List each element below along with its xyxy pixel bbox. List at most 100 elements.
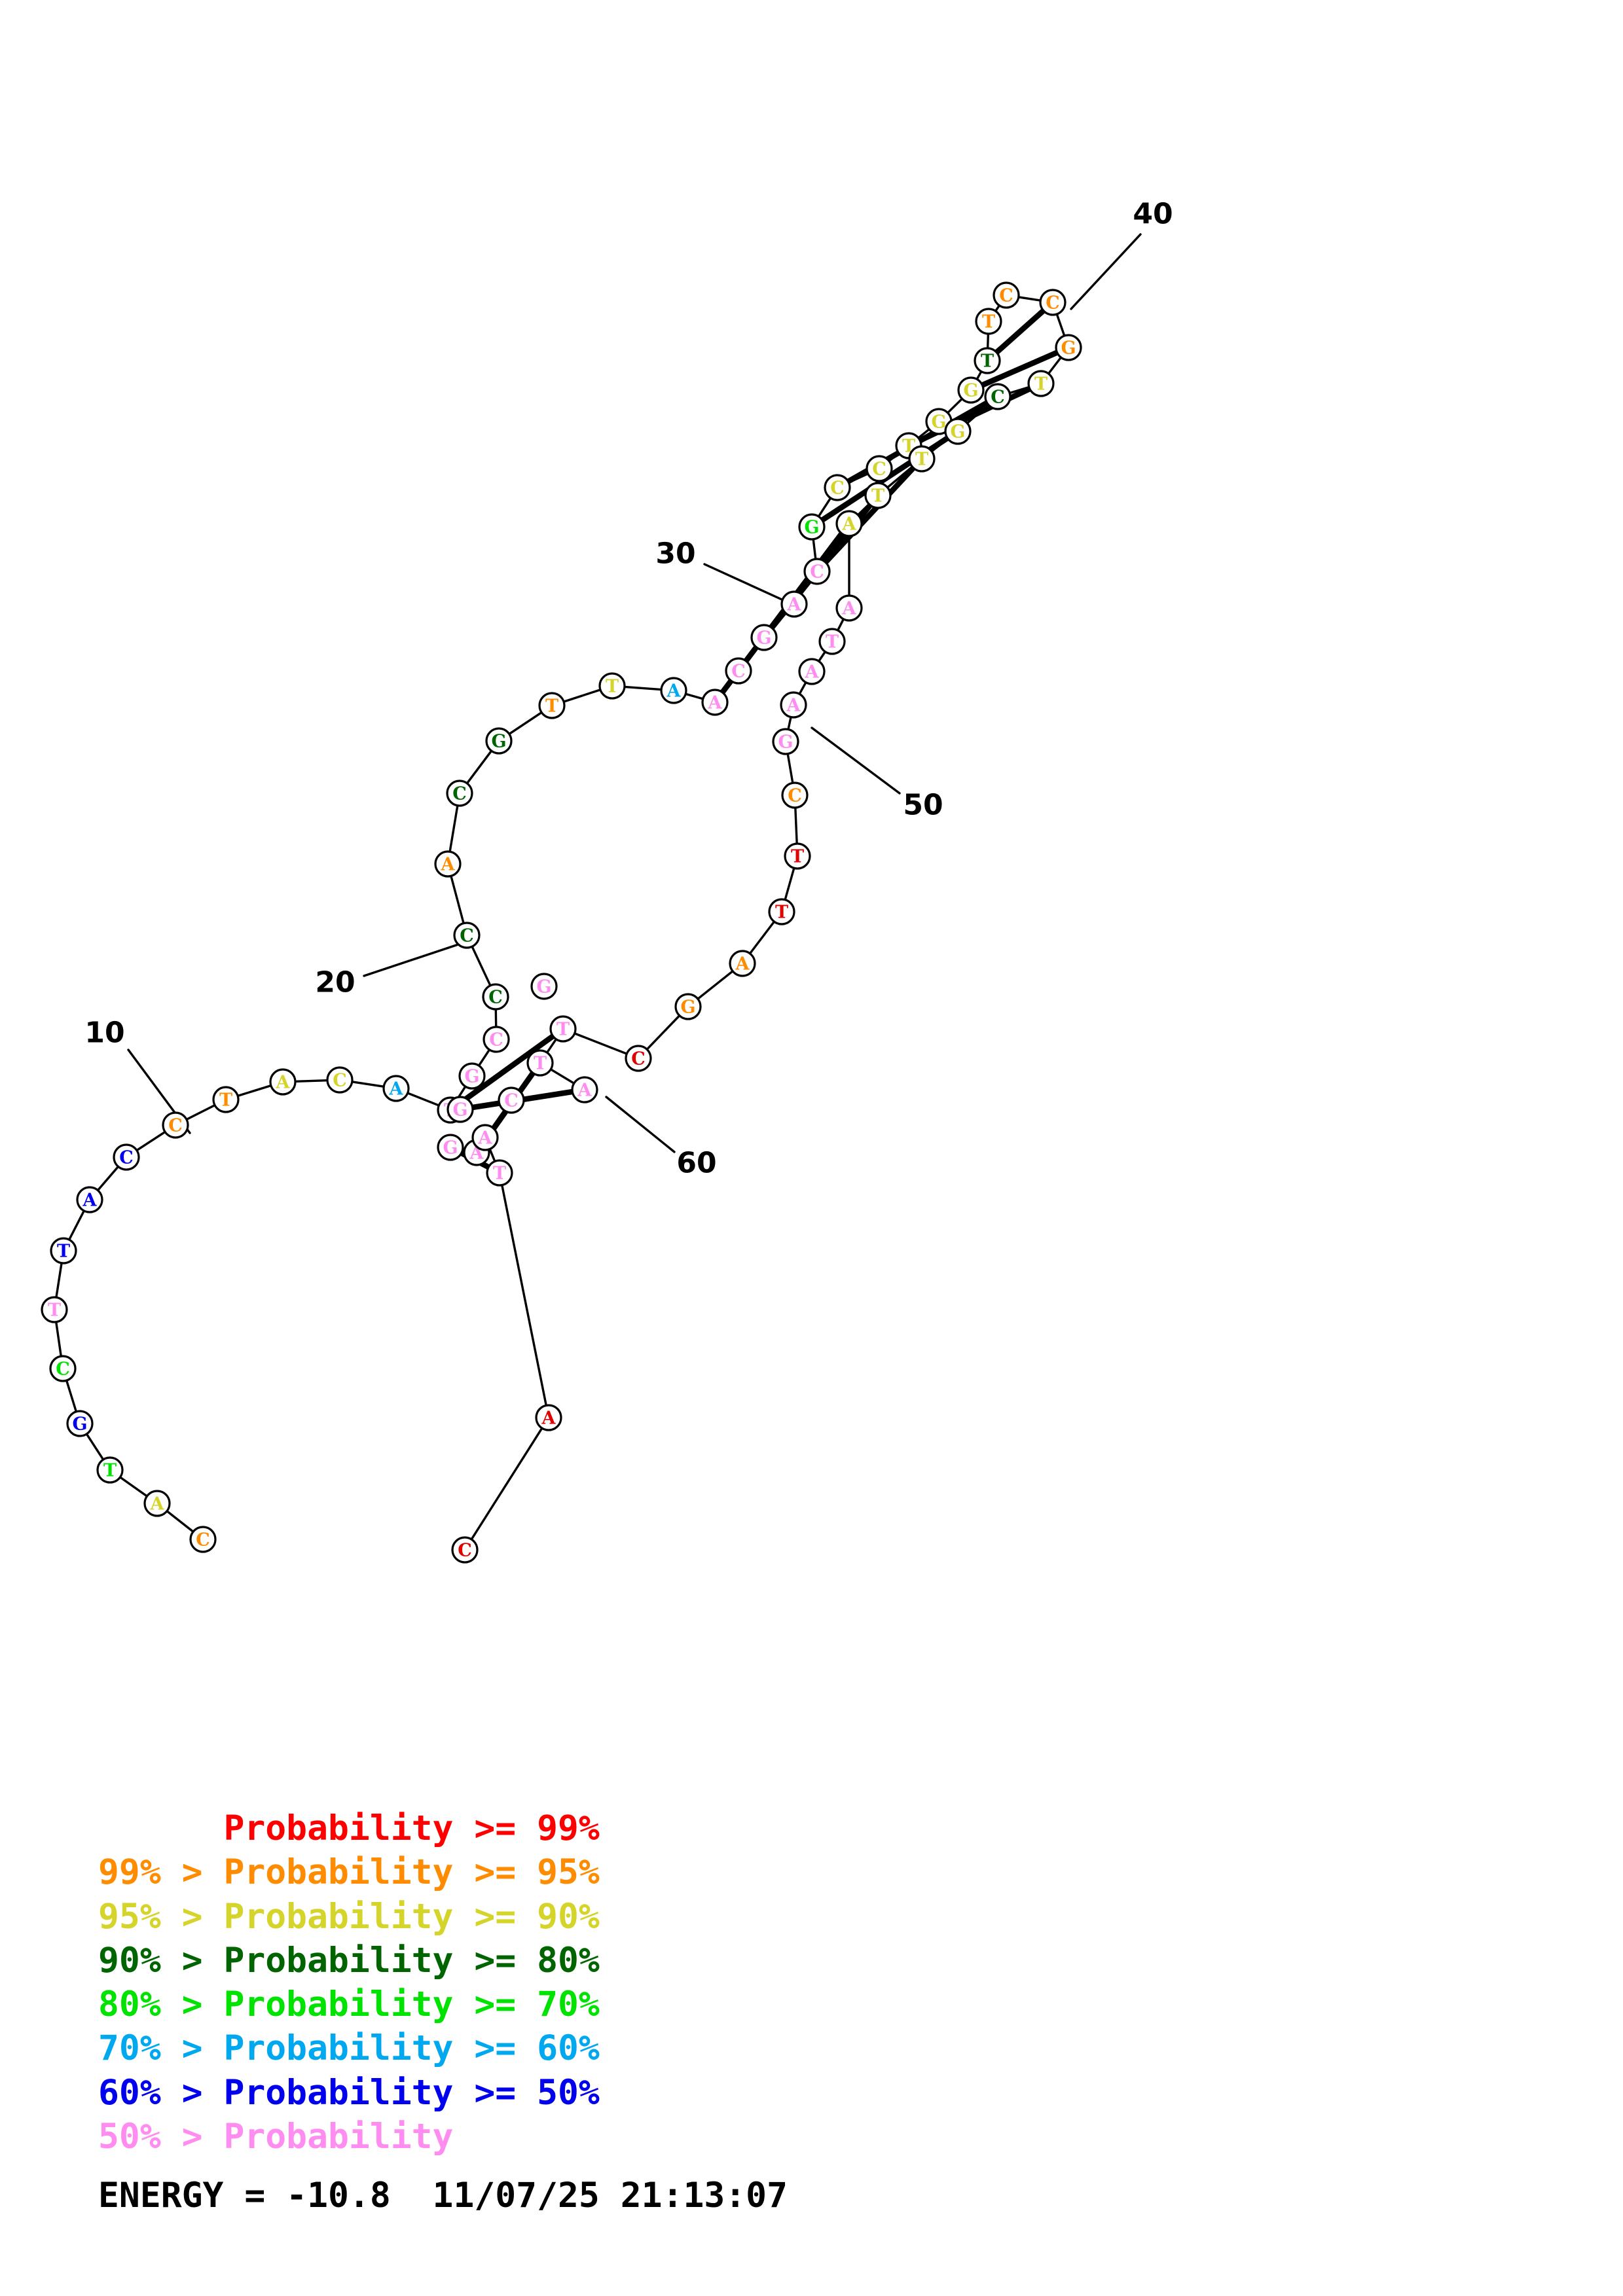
nucleotide-circle [471,1124,499,1151]
backbone-segment [917,428,930,439]
backbone-segment [488,1147,496,1163]
nucleotide-node: A [571,1076,598,1103]
backbone-segment [294,1079,329,1083]
backbone-segment [477,1049,491,1067]
nucleotide-letter: G [452,1100,467,1121]
nucleotide-circle [768,898,795,925]
nucleotide-node: A [798,658,826,685]
nucleotide-node: A [269,1068,297,1096]
nucleotide-letter: A [150,1494,165,1515]
backbone-segment [812,538,817,560]
nucleotide-circle [66,1410,94,1437]
nucleotide-circle [625,1045,652,1072]
nucleotide-circle [798,513,826,541]
base-pair-bond [979,349,1060,389]
nucleotide-circle [864,482,892,509]
nucleotide-node: T [598,672,626,700]
nucleotide-circle [660,677,687,704]
nucleotide-node: A [835,510,863,537]
backbone-segment [55,1262,63,1299]
nucleotide-circle [458,1062,486,1090]
nucleotide-node: C [162,1111,189,1139]
nucleotide-letter: T [775,903,788,923]
nucleotide-circle [162,1111,189,1139]
nucleotide-node: T [768,898,795,925]
nucleotide-circle [326,1066,354,1094]
nucleotide-letter: G [756,628,771,649]
nucleotide-letter: C [56,1359,70,1380]
nucleotide-node: T [486,1159,513,1187]
backbone-segment [784,867,795,901]
backbone-segment [817,497,832,518]
nucleotide-letter: C [119,1148,134,1168]
nucleotide-circle [269,1068,297,1096]
nucleotide-circle [451,1536,479,1564]
backbone-segment [55,1321,62,1357]
backbone-segment [888,452,900,463]
backbone-segment [684,692,704,700]
nucleotide-letter: G [680,997,695,1018]
nucleotide-node: C [984,383,1012,410]
backbone-segment [508,711,543,736]
backbone-segment [946,397,964,414]
nucleotide-node: T [50,1237,77,1265]
nucleotide-letter: C [999,286,1013,306]
nucleotide-node: T [908,445,936,473]
nucleotide-letter: A [389,1079,404,1100]
energy-timestamp-line: ENERGY = -10.8 11/07/25 21:13:07 [98,2176,788,2216]
nucleotide-letter: A [82,1191,98,1211]
nucleotide-letter: C [489,1030,503,1050]
nucleotide-circle [535,1404,562,1431]
position-leader-layer [127,233,1142,1153]
position-number-label: 10 [84,1016,124,1050]
base-node-layer: CATGCTTACCTACATAGCCCACGTTAACGACGCCTGGTTC… [41,281,1082,1564]
nucleotide-letter: C [830,478,845,499]
nucleotide-letter: G [536,977,551,997]
nucleotide-letter: T [981,351,994,372]
nucleotide-circle [818,628,846,655]
nucleotide-node: C [189,1526,217,1553]
nucleotide-node: A [701,689,729,716]
nucleotide-circle [984,383,1012,410]
nucleotide-circle [453,922,481,949]
nucleotide-letter: A [276,1073,291,1093]
nucleotide-letter: G [950,422,965,442]
backbone-segment [744,646,758,662]
position-leader-line [811,726,901,795]
nucleotide-circle [824,474,851,501]
nucleotide-circle [96,1456,124,1484]
nucleotide-letter: C [488,988,503,1008]
backbone-segment [646,1014,681,1051]
nucleotide-circle [382,1075,410,1102]
backbone-segment [470,1427,543,1541]
nucleotide-letter: C [788,786,802,806]
position-leader-line [1070,233,1142,310]
nucleotide-circle [446,780,473,807]
nucleotide-node: T [96,1456,124,1484]
nucleotide-circle [486,1159,513,1187]
backbone-segment [136,1130,166,1152]
nucleotide-circle [908,445,936,473]
backbone-segment [771,612,787,630]
nucleotide-node: T [212,1086,240,1113]
nucleotide-node: A [835,594,863,622]
backbone-segment [522,1090,574,1100]
nucleotide-node: A [729,950,756,977]
nucleotide-circle [781,781,809,809]
nucleotide-circle [498,1086,525,1114]
backbone-segment [185,1103,216,1121]
nucleotide-node: T [974,347,1001,374]
backbone-segment [994,304,1001,312]
nucleotide-node: C [803,558,831,585]
nucleotide-node: G [1055,334,1082,361]
nucleotide-circle [1055,334,1082,361]
backbone-segment [450,874,465,925]
position-number-label: 60 [676,1147,716,1180]
position-label-layer: 10 20 30 40 50 60 [84,198,1173,1180]
nucleotide-letter: A [842,514,857,535]
backbone-segment [721,679,733,694]
nucleotide-node: A [382,1075,410,1102]
nucleotide-circle [725,657,752,685]
nucleotide-letter: C [333,1071,347,1091]
nucleotide-letter: G [804,518,819,538]
